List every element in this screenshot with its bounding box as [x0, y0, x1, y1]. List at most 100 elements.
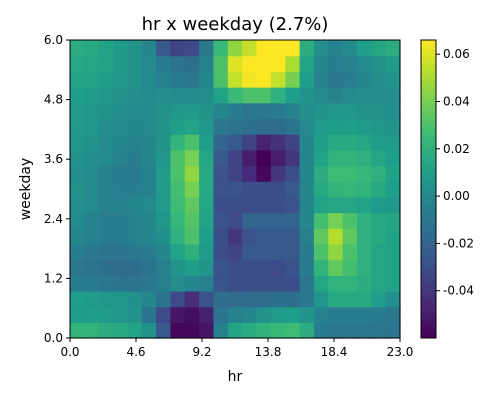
heatmap-cell — [142, 181, 157, 197]
heatmap-cell — [142, 213, 157, 229]
heatmap-cell — [343, 181, 358, 197]
heatmap-cell — [213, 322, 228, 338]
heatmap-cell — [386, 56, 401, 72]
heatmap-cell — [257, 275, 272, 291]
heatmap-cell — [70, 87, 85, 103]
heatmap-cell — [199, 213, 214, 229]
heatmap-cell — [242, 275, 257, 291]
heatmap-cell — [257, 150, 272, 166]
heatmap-cell — [271, 291, 286, 307]
heatmap-cell — [213, 260, 228, 276]
heatmap-cell — [300, 103, 315, 119]
heatmap-cell — [84, 118, 99, 134]
heatmap-cell — [371, 244, 386, 260]
heatmap-cell — [127, 244, 142, 260]
heatmap-cell — [371, 197, 386, 213]
heatmap-cell — [371, 228, 386, 244]
heatmap-cell — [84, 260, 99, 276]
heatmap-cell — [343, 56, 358, 72]
heatmap-cell — [199, 260, 214, 276]
heatmap-cell — [242, 244, 257, 260]
heatmap-cell — [185, 275, 200, 291]
colorbar — [421, 40, 436, 338]
heatmap-cell — [170, 165, 185, 181]
heatmap-cell — [300, 260, 315, 276]
heatmap-cell — [343, 260, 358, 276]
heatmap-cell — [170, 228, 185, 244]
heatmap-cell — [228, 56, 243, 72]
heatmap-cell — [285, 291, 300, 307]
heatmap-cell — [185, 260, 200, 276]
heatmap-cell — [242, 291, 257, 307]
heatmap-cell — [271, 197, 286, 213]
heatmap-cell — [213, 213, 228, 229]
heatmap-cell — [343, 71, 358, 87]
heatmap-cell — [213, 150, 228, 166]
heatmap-cell — [242, 260, 257, 276]
heatmap-cell — [328, 165, 343, 181]
heatmap-cell — [343, 118, 358, 134]
heatmap-cell — [314, 228, 329, 244]
heatmap-cell — [127, 118, 142, 134]
heatmap-cell — [70, 197, 85, 213]
x-axis-label: hr — [228, 369, 243, 385]
colorbar-tick-label: -0.04 — [443, 284, 474, 298]
heatmap-cell — [228, 322, 243, 338]
heatmap-cell — [257, 40, 272, 56]
heatmap-cell — [70, 134, 85, 150]
heatmap-cell — [199, 150, 214, 166]
heatmap-cell — [199, 87, 214, 103]
heatmap-cell — [199, 118, 214, 134]
heatmap-cell — [386, 103, 401, 119]
heatmap-cell — [386, 213, 401, 229]
heatmap-cell — [228, 118, 243, 134]
heatmap-cell — [113, 56, 128, 72]
heatmap-cell — [213, 181, 228, 197]
heatmap-cell — [156, 56, 171, 72]
heatmap-cell — [170, 150, 185, 166]
x-tick-label: 23.0 — [387, 345, 414, 359]
heatmap-cell — [357, 134, 372, 150]
heatmap-cell — [343, 275, 358, 291]
heatmap-cell — [386, 134, 401, 150]
heatmap-cell — [170, 181, 185, 197]
heatmap-cell — [127, 87, 142, 103]
heatmap-cell — [242, 134, 257, 150]
heatmap-cell — [213, 56, 228, 72]
heatmap-cell — [113, 291, 128, 307]
heatmap-cell — [357, 244, 372, 260]
heatmap-cell — [228, 181, 243, 197]
heatmap-cell — [127, 275, 142, 291]
heatmap-cell — [84, 134, 99, 150]
heatmap-cell — [84, 165, 99, 181]
heatmap-cell — [185, 56, 200, 72]
heatmap-cell — [357, 40, 372, 56]
heatmap-cell — [285, 150, 300, 166]
heatmap-cell — [371, 322, 386, 338]
heatmap-cell — [285, 228, 300, 244]
heatmap-cell — [142, 103, 157, 119]
heatmap-cell — [228, 275, 243, 291]
heatmap-cell — [271, 181, 286, 197]
heatmap-cell — [357, 228, 372, 244]
heatmap-cell — [300, 275, 315, 291]
heatmap-cell — [343, 228, 358, 244]
heatmap-cell — [371, 260, 386, 276]
heatmap-cells — [70, 40, 401, 339]
heatmap-cell — [242, 165, 257, 181]
colorbar-tick-label: 0.02 — [443, 142, 470, 156]
heatmap-cell — [357, 118, 372, 134]
heatmap-cell — [99, 322, 114, 338]
heatmap-cell — [142, 87, 157, 103]
heatmap-cell — [185, 197, 200, 213]
heatmap-cell — [84, 71, 99, 87]
heatmap-cell — [99, 40, 114, 56]
heatmap-cell — [113, 71, 128, 87]
heatmap-cell — [386, 260, 401, 276]
heatmap-cell — [242, 118, 257, 134]
heatmap-cell — [343, 87, 358, 103]
heatmap-cell — [357, 291, 372, 307]
heatmap-cell — [170, 56, 185, 72]
heatmap-cell — [70, 275, 85, 291]
heatmap-cell — [242, 103, 257, 119]
